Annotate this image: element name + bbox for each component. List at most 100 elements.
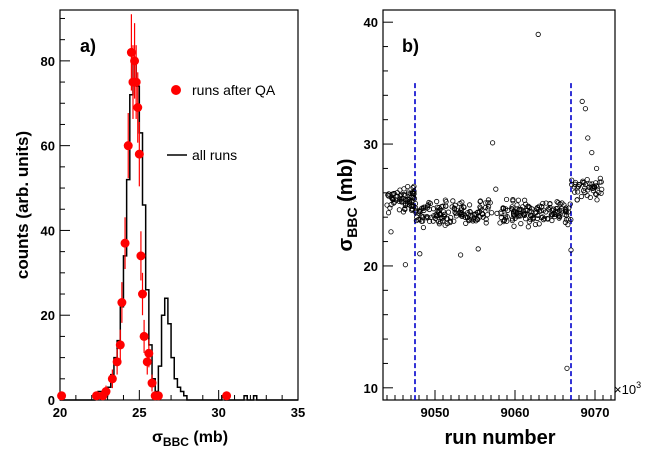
run-point [569, 177, 575, 183]
qa-point [138, 289, 148, 299]
run-point [462, 214, 468, 220]
qa-point [153, 391, 163, 401]
run-point [477, 205, 484, 211]
run-point [405, 183, 411, 190]
panel-a-xlabel-unit: (mb) [189, 429, 228, 446]
run-point [397, 187, 403, 193]
a-ytick-label: 20 [41, 308, 55, 323]
panel-b-points [384, 31, 605, 371]
run-point [440, 209, 447, 215]
a-ytick-label: 40 [41, 223, 55, 238]
run-point [528, 213, 534, 219]
a-xtick-label: 20 [53, 405, 67, 420]
run-point [467, 209, 473, 215]
run-point [407, 190, 413, 197]
run-point [551, 210, 557, 217]
run-point [574, 197, 580, 203]
panel-b-frame [382, 9, 616, 401]
run-point [503, 196, 510, 203]
run-point [391, 200, 397, 206]
run-point [439, 216, 445, 222]
a-ytick-label: 60 [41, 139, 55, 154]
run-point-outlier [457, 252, 464, 258]
run-point [515, 197, 521, 203]
run-point [434, 208, 440, 214]
run-point [387, 205, 393, 211]
run-point-outlier [564, 365, 570, 371]
run-point [572, 189, 578, 195]
run-point [593, 191, 599, 198]
run-point [443, 203, 449, 209]
run-point [536, 221, 542, 227]
qa-point [131, 77, 141, 87]
run-point [572, 181, 578, 187]
run-point [425, 203, 431, 209]
run-point [479, 211, 486, 217]
run-point [597, 175, 603, 181]
run-point-outlier [489, 140, 496, 146]
legend-marker-runs-after-qa [171, 85, 181, 95]
run-point [592, 191, 599, 197]
run-point [415, 217, 421, 223]
qa-point [133, 103, 143, 112]
run-point-outlier [593, 165, 600, 172]
panel-b-x-multiplier-exp: 3 [636, 380, 641, 390]
run-point [459, 199, 465, 205]
qa-point [101, 387, 111, 397]
run-point [396, 196, 402, 202]
b-ytick-label: 40 [364, 15, 378, 30]
panel-a-xlabel: σBBC (mb) [152, 429, 228, 447]
run-point [483, 216, 489, 222]
run-point [391, 190, 397, 197]
run-point [442, 222, 448, 228]
run-point-outlier [585, 135, 591, 141]
run-point [484, 212, 491, 218]
qa-point [136, 251, 146, 261]
run-point [555, 213, 561, 219]
a-xtick-label: 25 [132, 405, 146, 420]
run-point [465, 214, 471, 221]
run-point [411, 188, 417, 194]
run-point-outlier [579, 98, 585, 105]
run-point [551, 213, 558, 220]
panel-a-legend: runs after QA all runs [167, 82, 276, 163]
run-point [515, 213, 521, 220]
qa-point [130, 56, 140, 66]
run-point [555, 200, 561, 206]
qa-point [142, 357, 152, 367]
panel-b: b) 9050 9060 9070 10 20 30 40 σBBC (mb) run nu… [335, 9, 641, 449]
run-point [514, 202, 520, 208]
run-point [483, 220, 489, 226]
run-point [509, 217, 515, 224]
run-point [539, 204, 545, 210]
run-point [525, 224, 531, 230]
run-point [543, 209, 549, 215]
panel-a-label: a) [80, 36, 96, 56]
panel-b-ylabel-main: σ [335, 237, 357, 251]
run-point [584, 176, 590, 183]
run-point-outlier [388, 229, 394, 235]
run-point-outlier [589, 149, 595, 156]
run-point [458, 207, 465, 213]
run-point-outlier [417, 251, 423, 257]
run-point [523, 216, 529, 222]
run-point [411, 190, 417, 196]
qa-point [144, 348, 154, 358]
qa-point [57, 391, 67, 401]
run-point [545, 216, 551, 222]
run-point [411, 196, 418, 202]
a-ytick-label: 0 [48, 393, 55, 408]
run-point [538, 215, 545, 221]
all-runs-step-line [60, 60, 298, 401]
b-xtick-label: 9070 [581, 405, 610, 420]
run-point [482, 200, 489, 206]
run-point [466, 218, 472, 224]
run-point [477, 198, 483, 205]
run-point [430, 218, 436, 224]
run-point [463, 220, 469, 226]
run-point [509, 216, 516, 222]
run-point [556, 210, 562, 216]
